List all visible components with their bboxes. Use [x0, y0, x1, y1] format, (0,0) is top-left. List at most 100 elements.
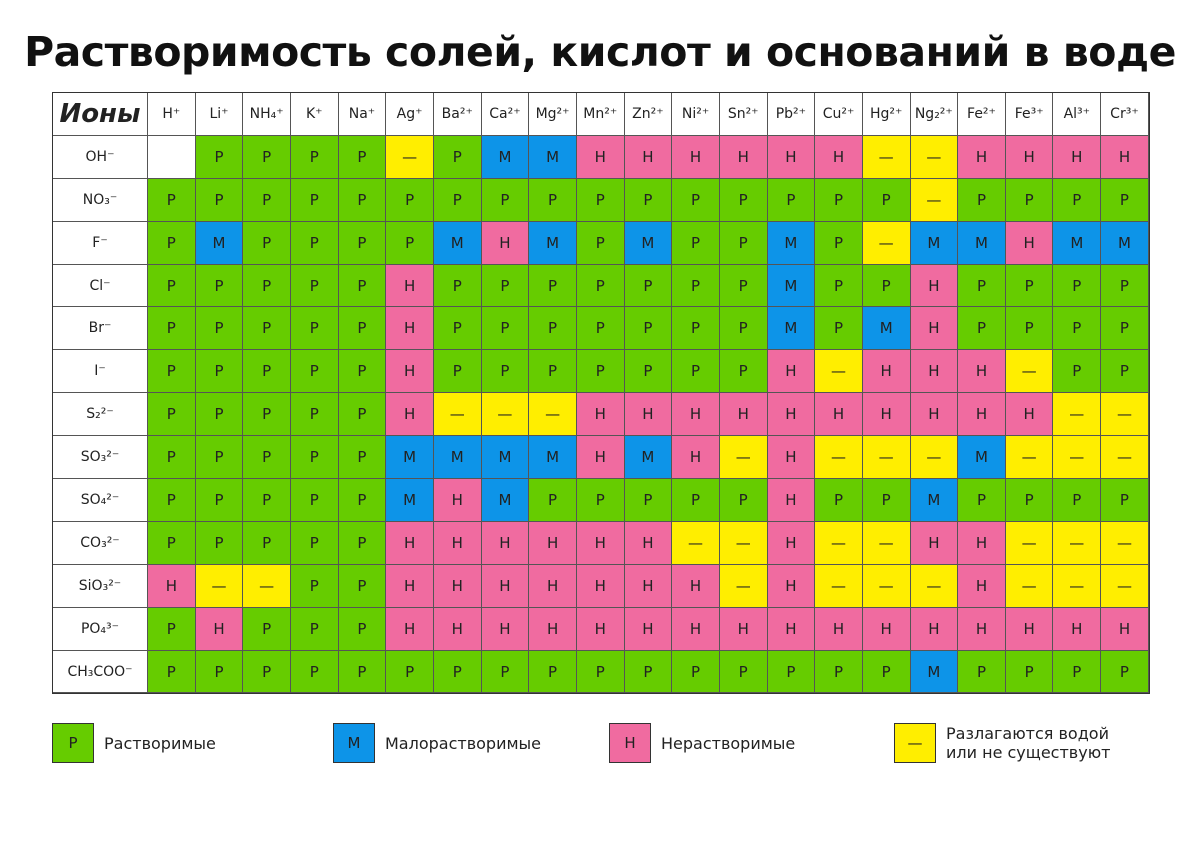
solubility-cell: Н	[1053, 135, 1102, 179]
solubility-cell: Р	[338, 350, 387, 394]
solubility-cell: М	[910, 221, 959, 265]
solubility-cell: Р	[338, 479, 387, 522]
column-header: Al³⁺	[1053, 93, 1102, 136]
legend-item: Р Растворимые	[52, 723, 216, 763]
solubility-cell: —	[672, 521, 720, 565]
solubility-cell: Р	[481, 264, 530, 308]
solubility-cell: Р	[243, 307, 291, 351]
solubility-cell: Н	[672, 607, 720, 651]
solubility-cell: Н	[910, 350, 959, 394]
solubility-cell: М	[433, 221, 482, 265]
solubility-cell: —	[719, 564, 768, 608]
solubility-cell: —	[910, 564, 959, 608]
solubility-cell: Р	[576, 307, 625, 351]
solubility-cell: Р	[719, 307, 768, 351]
solubility-cell: М	[910, 650, 959, 694]
solubility-cell: Р	[624, 264, 673, 308]
solubility-cell: Р	[719, 178, 768, 222]
solubility-cell: Н	[433, 607, 482, 651]
legend-label: Разлагаются водой или не существуют	[946, 724, 1110, 762]
solubility-cell: Р	[481, 350, 530, 394]
solubility-cell: Р	[624, 650, 673, 694]
solubility-cell: М	[481, 479, 530, 522]
solubility-cell: —	[1053, 436, 1102, 480]
solubility-cell: Н	[767, 521, 816, 565]
title: Растворимость солей, кислот и оснований …	[24, 28, 1176, 76]
legend-line: Растворимые	[104, 733, 216, 753]
solubility-cell: Р	[529, 350, 577, 394]
solubility-cell: Р	[1005, 178, 1054, 222]
solubility-cell: Н	[1053, 607, 1102, 651]
solubility-cell: Р	[529, 479, 577, 522]
solubility-cell: Н	[576, 135, 625, 179]
solubility-cell: Р	[243, 521, 291, 565]
solubility-cell: Н	[1005, 221, 1054, 265]
solubility-cell: Р	[815, 221, 863, 265]
solubility-cell: Р	[672, 307, 720, 351]
column-header: Fe³⁺	[1005, 93, 1054, 136]
solubility-cell: Р	[195, 350, 244, 394]
solubility-cell: Р	[481, 650, 530, 694]
solubility-cell: Р	[719, 221, 768, 265]
solubility-table: Ионы H⁺ Li⁺ NH₄⁺ K⁺ Na⁺ Ag⁺ Ba²⁺ Ca²⁺ Mg²⁺ Mn²⁺ Zn²…	[52, 92, 1150, 695]
solubility-cell: Н	[910, 521, 959, 565]
solubility-cell: —	[1101, 436, 1149, 480]
solubility-cell: Р	[719, 264, 768, 308]
solubility-cell: —	[1101, 521, 1149, 565]
legend-label: Нерастворимые	[661, 734, 795, 753]
solubility-cell: Н	[576, 564, 625, 608]
solubility-cell: Р	[290, 607, 339, 651]
solubility-cell: Р	[1053, 307, 1102, 351]
solubility-cell: Р	[148, 479, 196, 522]
solubility-cell: М	[767, 264, 816, 308]
row-header: I⁻	[53, 350, 148, 394]
solubility-cell: —	[815, 436, 863, 480]
solubility-cell: Н	[529, 521, 577, 565]
solubility-cell: Р	[148, 521, 196, 565]
solubility-cell: —	[910, 135, 959, 179]
solubility-cell: М	[862, 307, 911, 351]
solubility-cell: Н	[672, 135, 720, 179]
solubility-cell: —	[1005, 350, 1054, 394]
solubility-cell: Р	[338, 564, 387, 608]
solubility-cell: М	[1101, 221, 1149, 265]
solubility-cell: Н	[529, 564, 577, 608]
solubility-cell: Н	[1101, 607, 1149, 651]
solubility-cell: Р	[338, 436, 387, 480]
column-header: Cu²⁺	[815, 93, 863, 136]
solubility-cell: Р	[815, 307, 863, 351]
legend-item: Н Нерастворимые	[609, 723, 795, 763]
row-header: CO₃²⁻	[53, 521, 148, 565]
solubility-cell: —	[481, 393, 530, 437]
solubility-cell: Р	[1053, 264, 1102, 308]
solubility-cell: Р	[195, 135, 244, 179]
solubility-cell: —	[815, 521, 863, 565]
solubility-cell: Р	[148, 350, 196, 394]
solubility-cell: Р	[576, 479, 625, 522]
column-header: Sn²⁺	[719, 93, 768, 136]
solubility-cell: Р	[576, 264, 625, 308]
solubility-cell: Н	[815, 393, 863, 437]
solubility-cell: Р	[290, 135, 339, 179]
solubility-cell: Н	[672, 393, 720, 437]
row-header: SO₃²⁻	[53, 436, 148, 480]
solubility-cell: Н	[958, 393, 1006, 437]
solubility-cell: Р	[148, 607, 196, 651]
solubility-cell: Р	[386, 650, 434, 694]
solubility-cell: Р	[338, 393, 387, 437]
solubility-cell: Р	[433, 178, 482, 222]
solubility-cell: Р	[148, 178, 196, 222]
solubility-cell: Н	[815, 607, 863, 651]
solubility-cell: Р	[195, 436, 244, 480]
solubility-cell: Р	[243, 436, 291, 480]
solubility-cell: Р	[338, 178, 387, 222]
solubility-cell: Н	[481, 221, 530, 265]
solubility-cell: Р	[195, 393, 244, 437]
solubility-cell: —	[719, 436, 768, 480]
column-header: Ng₂²⁺	[910, 93, 959, 136]
solubility-cell: Р	[290, 264, 339, 308]
solubility-cell: Н	[910, 393, 959, 437]
column-header: Fe²⁺	[958, 93, 1006, 136]
solubility-cell: Н	[958, 607, 1006, 651]
legend-symbol: М	[333, 723, 375, 763]
